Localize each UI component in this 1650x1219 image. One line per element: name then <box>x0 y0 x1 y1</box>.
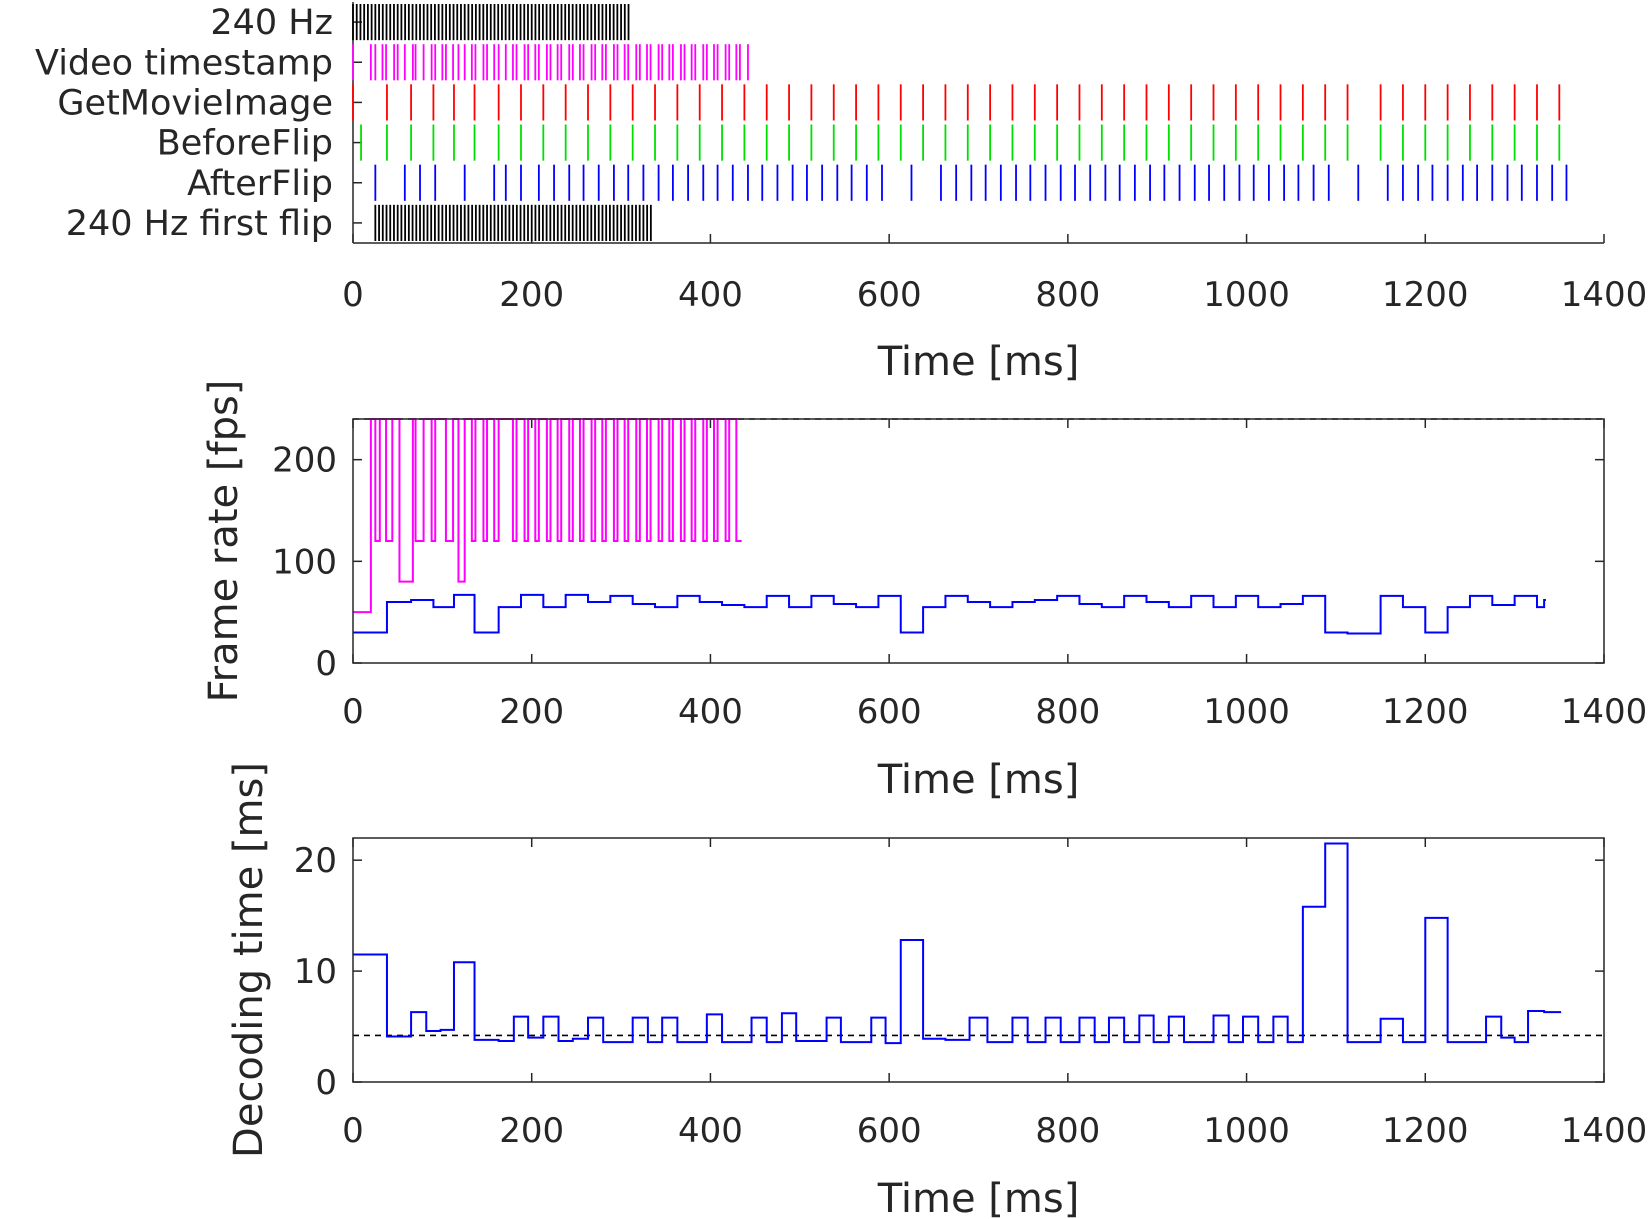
x-axis-label: Time [ms] <box>877 1176 1080 1219</box>
plot-frame <box>352 837 1605 1083</box>
x-tick-label: 1200 <box>1382 275 1469 315</box>
x-tick-label: 1400 <box>1561 1111 1648 1151</box>
y-tick-label: 200 <box>272 441 337 481</box>
y-tick-label: 0 <box>315 1063 337 1103</box>
x-tick-label: 200 <box>499 692 564 732</box>
row-label: 240 Hz <box>210 3 333 43</box>
x-tick-label: 1200 <box>1382 1111 1469 1151</box>
x-tick-label: 600 <box>857 692 922 732</box>
x-tick-label: 1400 <box>1561 275 1648 315</box>
y-axis-label: Frame rate [fps] <box>201 380 247 703</box>
y-tick-label: 0 <box>315 644 337 684</box>
row-label: BeforeFlip <box>157 124 333 164</box>
event-raster-panel: 0 200 400 600 800 1000 1200 1400 Time [ms] 240 Hz… <box>35 2 1647 385</box>
frame-rate-panel: 0 200 400 600 800 1000 1200 1400 Time [ms] 0 100 20… <box>201 380 1647 803</box>
row-label: AfterFlip <box>187 164 333 204</box>
x-tick-label: 800 <box>1035 692 1100 732</box>
y-tick-label: 100 <box>272 542 337 582</box>
x-axis-label: Time [ms] <box>877 757 1080 803</box>
series-line-0 <box>353 842 1562 1045</box>
x-tick-label: 1000 <box>1203 275 1290 315</box>
y-tick-label: 20 <box>294 841 337 881</box>
series-line-0 <box>353 418 742 614</box>
x-tick-label: 0 <box>342 1111 364 1151</box>
x-tick-label: 800 <box>1035 275 1100 315</box>
x-tick-label: 200 <box>499 1111 564 1151</box>
y-axis-label: Decoding time [ms] <box>226 762 272 1158</box>
x-tick-label: 0 <box>342 692 364 732</box>
x-tick-label: 1000 <box>1203 1111 1290 1151</box>
row-label: 240 Hz first flip <box>66 204 333 244</box>
row-label: Video timestamp <box>35 43 333 83</box>
x-tick-label: 400 <box>678 275 743 315</box>
x-tick-label: 400 <box>678 692 743 732</box>
x-axis-label: Time [ms] <box>877 339 1080 385</box>
x-tick-label: 600 <box>857 1111 922 1151</box>
x-tick-label: 800 <box>1035 1111 1100 1151</box>
x-tick-label: 1400 <box>1561 692 1648 732</box>
series-line-1 <box>353 593 1546 635</box>
x-tick-label: 1000 <box>1203 692 1290 732</box>
x-tick-label: 600 <box>857 275 922 315</box>
x-tick-label: 0 <box>342 275 364 315</box>
x-tick-label: 1200 <box>1382 692 1469 732</box>
y-tick-label: 10 <box>294 952 337 992</box>
x-tick-label: 200 <box>499 275 564 315</box>
x-tick-label: 400 <box>678 1111 743 1151</box>
row-label: GetMovieImage <box>57 83 333 123</box>
plot-frame <box>352 418 1605 664</box>
decoding-time-panel: 0 200 400 600 800 1000 1200 1400 Time [ms] 0 10 20 D… <box>226 762 1647 1219</box>
